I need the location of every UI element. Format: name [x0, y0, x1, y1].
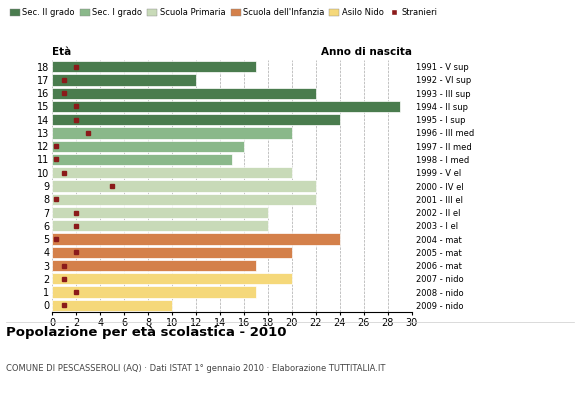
Text: Età: Età — [52, 48, 71, 58]
Text: COMUNE DI PESCASSEROLI (AQ) · Dati ISTAT 1° gennaio 2010 · Elaborazione TUTTITAL: COMUNE DI PESCASSEROLI (AQ) · Dati ISTAT… — [6, 364, 385, 373]
Bar — [52, 286, 256, 298]
Bar — [52, 127, 292, 138]
Bar — [52, 234, 340, 245]
Bar — [52, 114, 340, 125]
Legend: Sec. II grado, Sec. I grado, Scuola Primaria, Scuola dell'Infanzia, Asilo Nido, : Sec. II grado, Sec. I grado, Scuola Prim… — [10, 8, 437, 17]
Bar — [52, 140, 244, 152]
Bar — [52, 194, 316, 205]
Bar — [52, 207, 268, 218]
Bar — [52, 101, 400, 112]
Bar — [52, 154, 232, 165]
Bar — [52, 273, 292, 284]
Bar — [52, 61, 256, 72]
Text: Popolazione per età scolastica - 2010: Popolazione per età scolastica - 2010 — [6, 326, 287, 339]
Bar — [52, 74, 196, 86]
Bar — [52, 300, 172, 311]
Bar — [52, 167, 292, 178]
Bar — [52, 247, 292, 258]
Bar — [52, 220, 268, 232]
Bar — [52, 260, 256, 271]
Text: Anno di nascita: Anno di nascita — [321, 48, 412, 58]
Bar — [52, 88, 316, 99]
Bar — [52, 180, 316, 192]
